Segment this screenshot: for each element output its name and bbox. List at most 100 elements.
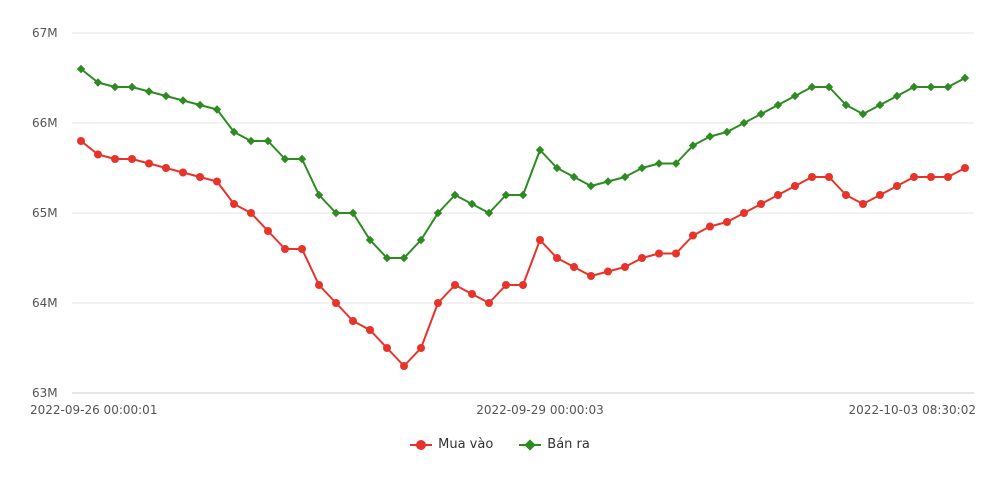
chart-legend: Mua vào Bán ra <box>0 437 1000 452</box>
data-point <box>654 159 664 168</box>
data-point <box>145 159 153 168</box>
data-point <box>213 177 221 186</box>
legend-diamond-marker-icon <box>524 438 536 451</box>
data-point <box>569 172 579 182</box>
x-tick-label: 2022-09-26 00:00:01 <box>30 403 157 417</box>
data-point <box>757 200 765 208</box>
data-point <box>519 281 527 289</box>
data-point <box>961 164 969 172</box>
series-group <box>76 64 970 370</box>
x-tick-label: 2022-10-03 08:30:02 <box>849 403 976 417</box>
data-point <box>298 245 306 253</box>
series-line <box>80 68 966 259</box>
data-point <box>773 100 783 110</box>
data-point <box>382 253 392 263</box>
data-point <box>365 235 375 245</box>
data-point <box>484 208 494 218</box>
legend-item-mua-vao[interactable]: Mua vào <box>410 437 493 452</box>
legend-circle-marker-icon <box>416 439 427 450</box>
data-point <box>841 100 851 110</box>
series-ban-ra <box>76 64 970 263</box>
data-point <box>910 173 918 181</box>
data-point <box>858 109 868 119</box>
data-point <box>297 154 307 164</box>
y-tick-label: 67M <box>32 26 58 40</box>
data-point <box>774 191 782 199</box>
data-point <box>722 127 732 137</box>
data-point <box>603 177 613 186</box>
data-point <box>689 231 697 240</box>
data-point <box>178 96 188 105</box>
grid-lines <box>72 32 974 394</box>
data-point <box>620 172 630 182</box>
data-point <box>417 344 425 352</box>
data-point <box>586 181 596 191</box>
data-point <box>247 209 255 217</box>
series-mua-vao <box>77 137 969 370</box>
data-point <box>960 73 970 83</box>
data-point <box>824 82 834 92</box>
data-point <box>604 267 612 276</box>
data-point <box>535 145 545 155</box>
data-point <box>263 136 273 146</box>
data-point <box>450 190 460 200</box>
legend-swatch-mua-vao <box>410 439 433 450</box>
data-point <box>93 78 103 87</box>
data-point <box>943 82 953 92</box>
data-point <box>162 164 170 172</box>
data-point <box>808 173 816 181</box>
data-point <box>688 141 698 150</box>
data-point <box>875 100 885 110</box>
data-point <box>944 173 952 181</box>
data-point <box>671 159 681 168</box>
legend-label-mua-vao: Mua vào <box>438 437 494 452</box>
data-point <box>314 190 324 200</box>
data-point <box>705 132 715 141</box>
data-point <box>264 227 272 235</box>
data-point <box>892 91 902 101</box>
data-point <box>212 105 222 114</box>
data-point <box>637 163 647 173</box>
data-point <box>552 163 562 173</box>
x-axis-tick-labels: 2022-09-26 00:00:01 2022-09-29 00:00:03 20… <box>30 403 976 417</box>
data-point <box>246 136 256 146</box>
data-point <box>926 82 936 92</box>
data-point <box>859 200 867 208</box>
y-tick-label: 66M <box>32 116 58 130</box>
data-point <box>501 190 511 200</box>
data-point <box>400 362 408 370</box>
data-point <box>876 191 884 199</box>
y-tick-label: 65M <box>32 206 58 220</box>
data-point <box>706 222 714 231</box>
data-point <box>909 82 919 92</box>
data-point <box>451 281 459 289</box>
y-tick-label: 64M <box>32 296 58 310</box>
data-point <box>77 137 85 145</box>
data-point <box>331 208 341 218</box>
x-tick-label: 2022-09-29 00:00:03 <box>476 403 603 417</box>
data-point <box>280 154 290 164</box>
data-point <box>383 344 391 352</box>
data-point <box>790 91 800 101</box>
data-point <box>229 127 239 137</box>
data-point <box>756 109 766 119</box>
data-point <box>518 190 528 200</box>
data-point <box>179 168 187 177</box>
data-point <box>161 91 171 101</box>
data-point <box>433 208 443 218</box>
data-point <box>502 281 510 289</box>
data-point <box>144 87 154 96</box>
data-point <box>739 118 749 128</box>
data-point <box>128 155 136 163</box>
data-point <box>76 64 86 74</box>
data-point <box>927 173 935 181</box>
data-point <box>399 253 409 263</box>
data-point <box>672 249 680 258</box>
legend-item-ban-ra[interactable]: Bán ra <box>519 437 590 452</box>
y-axis-tick-labels: 63M 64M 65M 66M 67M <box>32 26 58 400</box>
data-point <box>842 191 850 199</box>
data-point <box>893 182 901 190</box>
data-point <box>349 317 357 325</box>
